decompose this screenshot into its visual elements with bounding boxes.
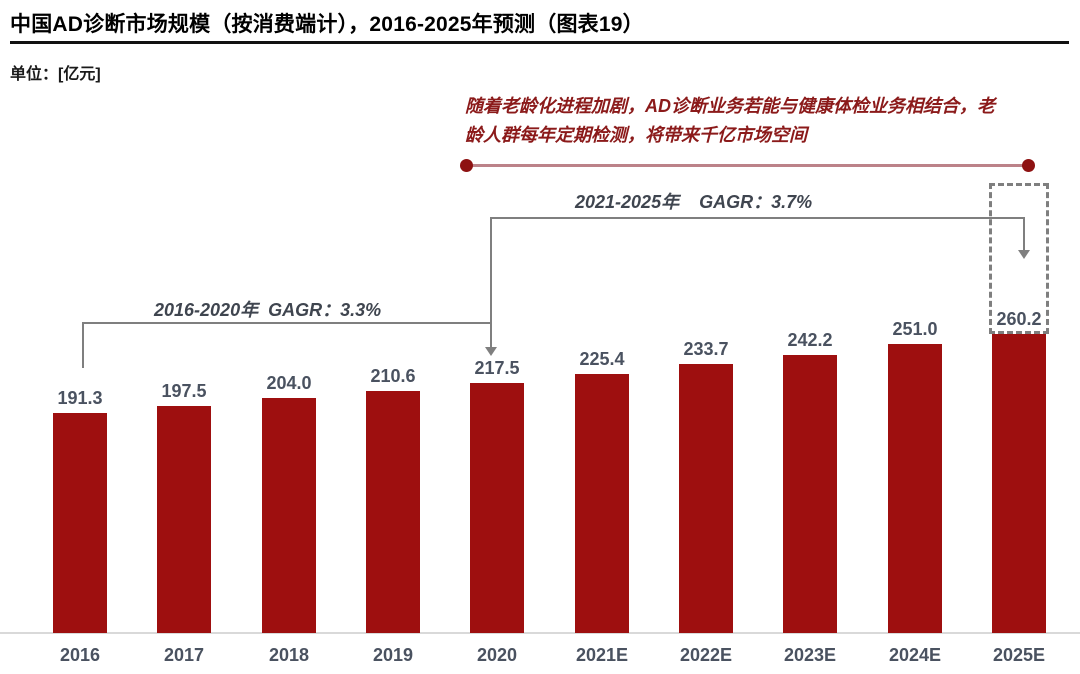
bar-value-2022E: 233.7 [683, 339, 729, 359]
bar-2017 [157, 406, 211, 633]
bar-value-2020: 217.5 [474, 358, 520, 378]
bracket-2021-2025-right-vertical [1023, 217, 1025, 250]
bar-value-2018: 204.0 [266, 373, 312, 393]
x-tick-2016: 2016 [59, 645, 101, 665]
bar-2018 [262, 398, 316, 633]
x-tick-2018: 2018 [268, 645, 310, 665]
bar-2016 [53, 413, 107, 633]
bar-value-2024E: 251.0 [892, 319, 938, 339]
bracket-2016-2020-left-vertical [82, 322, 84, 368]
x-tick-2020: 2020 [476, 645, 518, 665]
bar-2021E [575, 374, 629, 633]
bar-value-2017: 197.5 [161, 381, 207, 401]
bar-2025E [992, 334, 1046, 633]
x-tick-2025E: 2025E [992, 645, 1046, 665]
x-tick-2017: 2017 [163, 645, 205, 665]
chart-title: 中国AD诊断市场规模（按消费端计），2016-2025年预测（图表19） [10, 13, 644, 36]
arrow-down-to-2025-bar [1018, 250, 1030, 259]
x-tick-2022E: 2022E [679, 645, 733, 665]
line-end-dot-right [1022, 159, 1035, 172]
highlight-box-2025e [989, 183, 1049, 334]
bar-2020 [470, 383, 524, 633]
annotation-note-line: 随着老龄化进程加剧，AD诊断业务若能与健康体检业务相结合，老 [465, 96, 995, 116]
line-end-dot-left [460, 159, 473, 172]
x-tick-2021E: 2021E [575, 645, 629, 665]
x-tick-2024E: 2024E [888, 645, 942, 665]
cagr-label-2016-2020: 2016-2020年 GAGR：3.3% [154, 300, 382, 320]
annotation-underline [460, 159, 1035, 172]
bracket-2021-2025-horizontal [490, 217, 1025, 219]
bar-value-2016: 191.3 [57, 388, 103, 408]
cagr-label-2021-2025: 2021-2025年 GAGR：3.7% [575, 192, 813, 212]
bar-2024E [888, 344, 942, 633]
title-underline [10, 41, 1069, 44]
unit-label: 单位：[亿元] [10, 66, 101, 83]
bar-2019 [366, 391, 420, 633]
bar-value-2025E: 260.2 [996, 309, 1042, 329]
bar-2023E [783, 355, 837, 633]
x-tick-2019: 2019 [372, 645, 414, 665]
bar-value-2019: 210.6 [370, 366, 416, 386]
annotation-note: 随着老龄化进程加剧，AD诊断业务若能与健康体检业务相结合，老 龄人群每年定期检测… [465, 92, 1065, 150]
bar-value-2021E: 225.4 [579, 349, 625, 369]
annotation-note-line: 龄人群每年定期检测，将带来千亿市场空间 [465, 125, 807, 145]
arrow-down-to-2020-bar [485, 347, 497, 356]
bar-value-2023E: 242.2 [787, 330, 833, 350]
bracket-2016-2020-horizontal [82, 322, 492, 324]
bracket-2021-2025-left-vertical [490, 217, 492, 347]
x-tick-2023E: 2023E [783, 645, 837, 665]
x-axis-line [0, 632, 1080, 634]
bar-2022E [679, 364, 733, 633]
